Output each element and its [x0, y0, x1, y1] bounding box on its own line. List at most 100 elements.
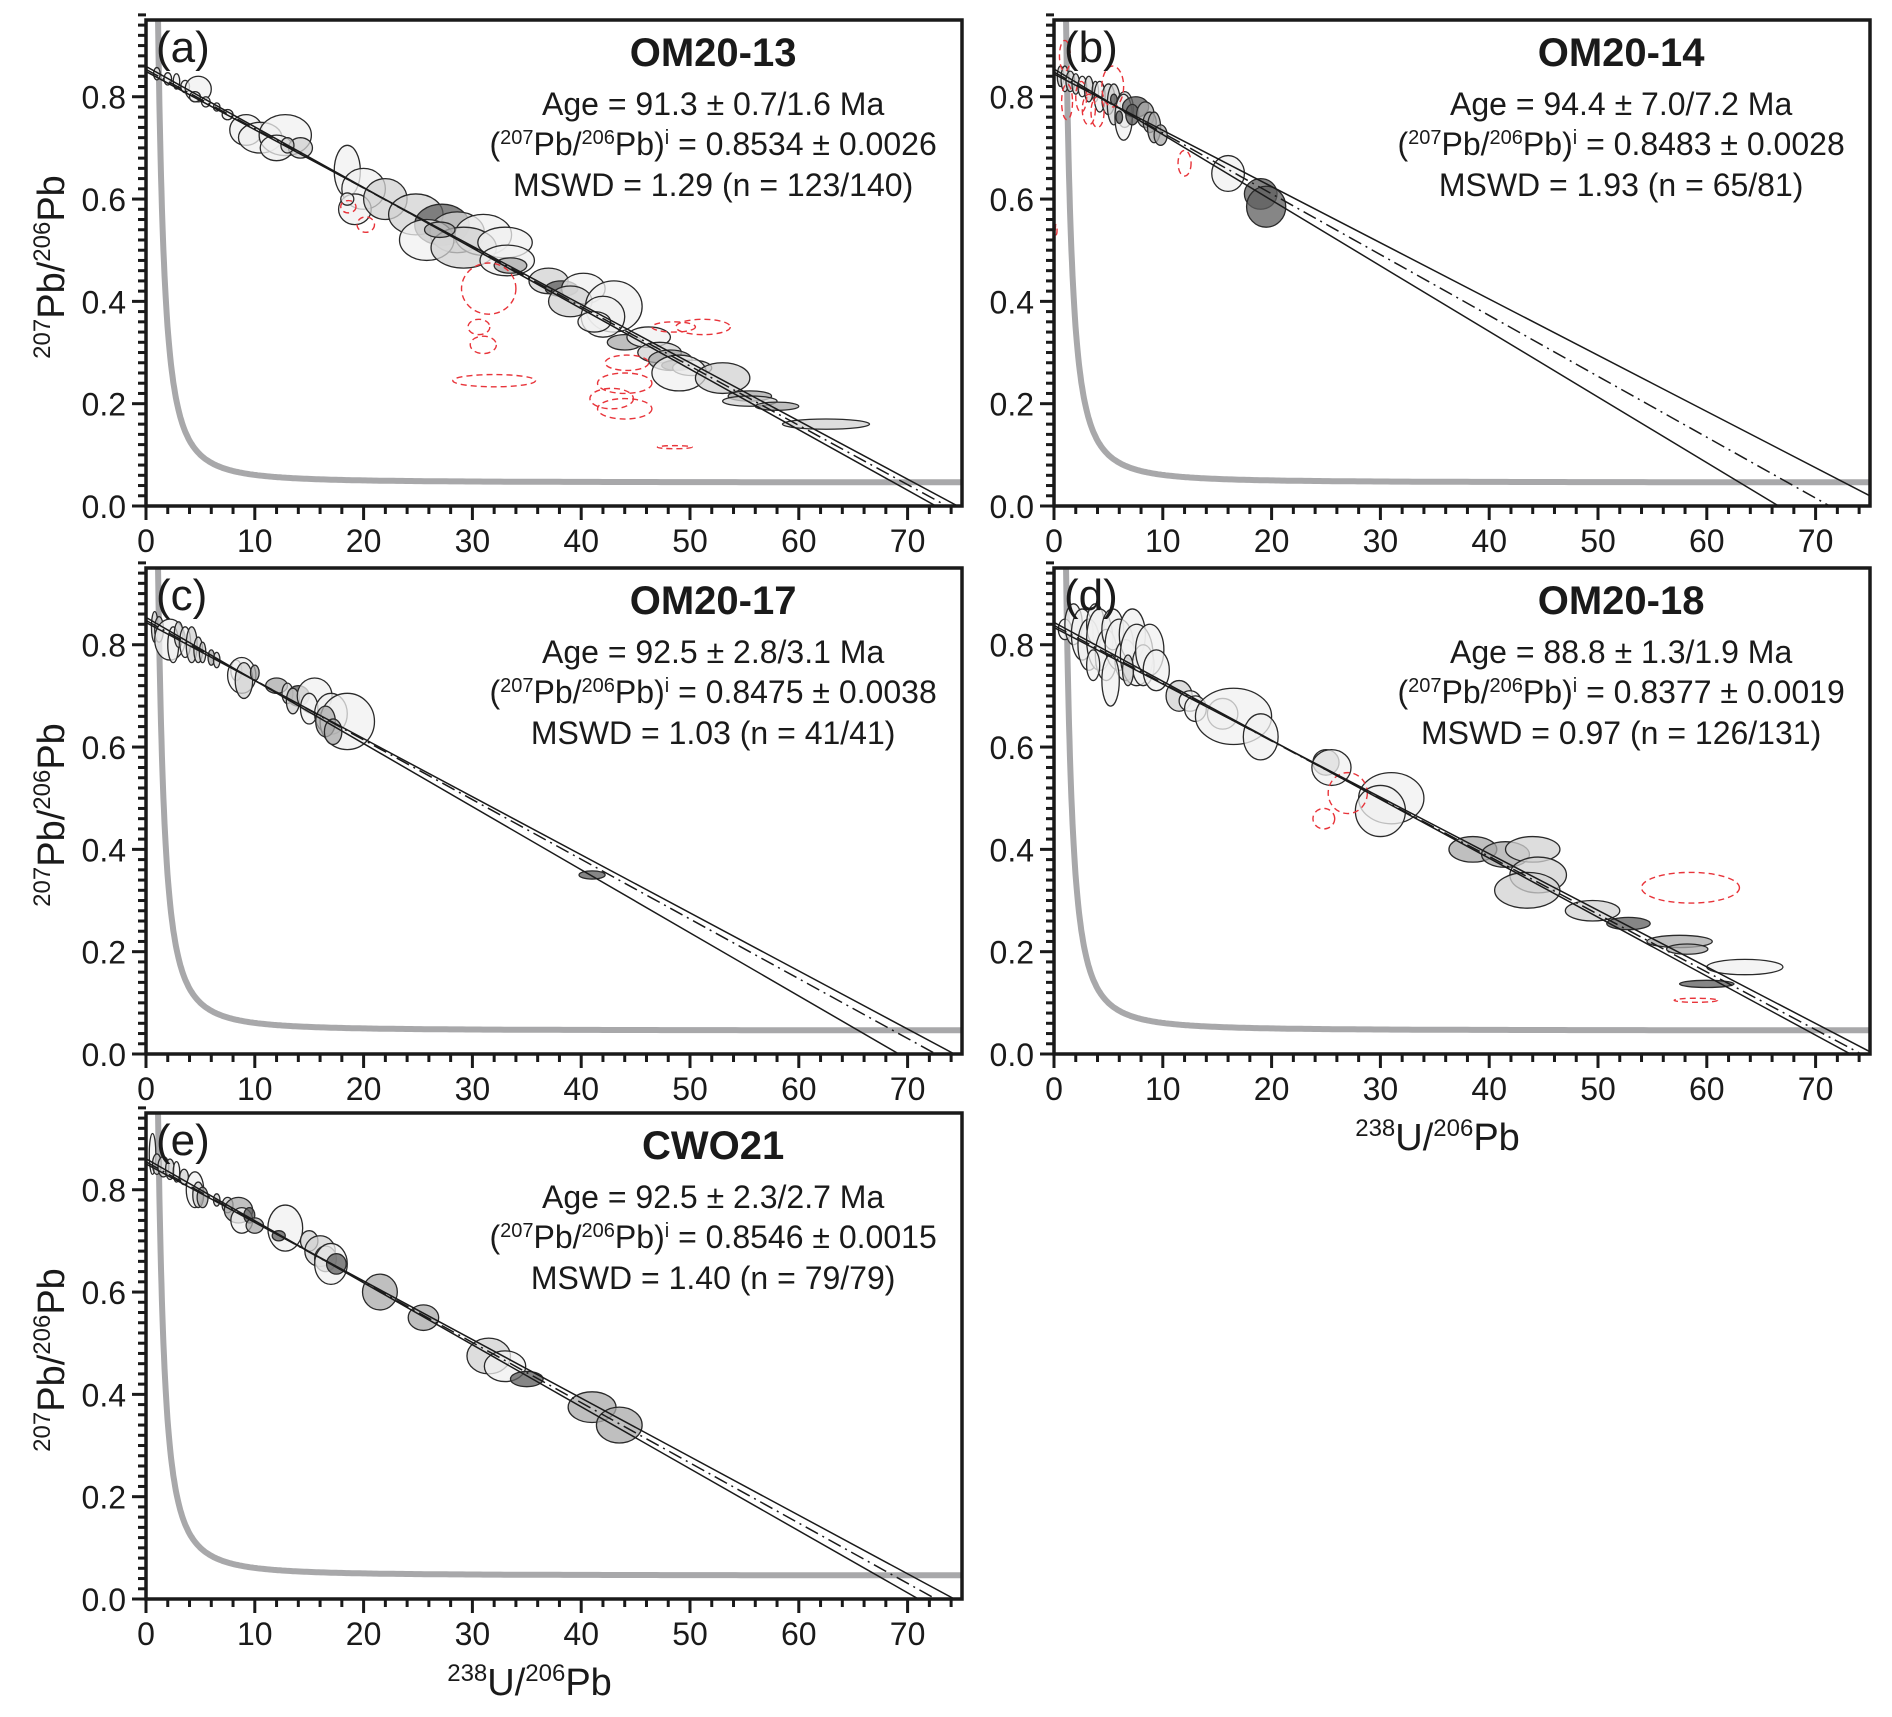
y-tick-label: 0.8: [990, 628, 1034, 664]
mswd-result: MSWD = 1.93 (n = 65/81): [1439, 167, 1804, 203]
mswd-result: MSWD = 0.97 (n = 126/131): [1421, 715, 1821, 751]
ratio-open-paren: (: [489, 126, 500, 162]
sample-name: CWO21: [642, 1124, 784, 1168]
y-tick-label: 0.8: [82, 1173, 126, 1209]
ratio-sup-i: i: [665, 675, 669, 697]
x-tick-label: 30: [1363, 523, 1399, 559]
ratio-value: = 0.8534 ± 0.0026: [669, 126, 937, 162]
rejected-ellipse: [604, 354, 650, 372]
x-tick-label: 60: [1689, 523, 1725, 559]
x-tick-label: 30: [455, 1616, 491, 1652]
y-tick-label: 0.4: [990, 284, 1034, 320]
discordia-envelope-upper: [146, 621, 955, 1054]
y-label-sup-206: 206: [29, 770, 56, 810]
panels-container: 0 10 20 30 40 50 60 700.00.20.40.60.8207Pb/206P…: [29, 13, 1872, 1704]
y-axis-label: 207Pb/206Pb: [29, 175, 73, 359]
y-label-sup-206: 206: [29, 222, 56, 262]
y-label-sup-207: 207: [29, 1412, 56, 1452]
x-label-main: U/: [1395, 1117, 1433, 1159]
rejected-ellipse: [452, 373, 537, 388]
ratio-sup-i: i: [665, 1220, 669, 1242]
x-tick-label: 60: [781, 523, 817, 559]
y-label-main2: Pb: [31, 723, 73, 769]
discordia-envelope-upper: [1054, 626, 1870, 1053]
x-tick-label: 0: [1045, 1071, 1063, 1107]
y-tick-label: 0.8: [990, 80, 1034, 116]
error-ellipse: [509, 1370, 544, 1388]
x-axis-label: 238U/206Pb: [447, 1660, 612, 1704]
y-tick-label: 0.6: [82, 730, 126, 766]
ratio-value: = 0.8377 ± 0.0019: [1577, 674, 1845, 710]
x-tick-label: 70: [1798, 523, 1834, 559]
y-tick-label: 0.0: [82, 1037, 126, 1073]
age-result: Age = 92.5 ± 2.8/3.1 Ma: [542, 634, 884, 670]
plot-area: [1054, 568, 1870, 1054]
x-tick-label: 20: [346, 523, 382, 559]
ratio-pb-slash: Pb/: [1442, 674, 1490, 710]
rejected-ellipse: [356, 216, 376, 234]
error-ellipse: [1245, 185, 1287, 228]
y-tick-label: 0.2: [990, 935, 1034, 971]
rejected-ellipse: [1075, 80, 1088, 113]
x-tick-label: 30: [455, 523, 491, 559]
rejected-ellipse: [467, 318, 491, 336]
y-tick-label: 0.4: [990, 832, 1034, 868]
initial-ratio: (207Pb/206Pb)i = 0.8546 ± 0.0015: [489, 1219, 936, 1255]
y-label-sup-207: 207: [29, 867, 56, 907]
error-ellipse: [1242, 713, 1279, 761]
x-tick-label: 10: [1145, 1071, 1181, 1107]
discordia-envelope-lower: [1054, 68, 1779, 506]
panel-b: 0 10 20 30 40 50 60 70 0.0 0.2 0.4 0.6 0.8 (b) OM20-14…: [990, 13, 1872, 559]
rejected-ellipse: [1058, 39, 1072, 72]
error-ellipse: [1101, 654, 1120, 707]
ratio-sup-206: 206: [582, 675, 615, 697]
mswd-result: MSWD = 1.40 (n = 79/79): [531, 1260, 896, 1296]
y-tick-label: 0.2: [82, 1480, 126, 1516]
ratio-sup-207: 207: [500, 675, 533, 697]
rejected-ellipse: [1312, 807, 1336, 830]
discordia-regression-line: [1054, 71, 1831, 506]
rejected-ellipse: [1327, 771, 1369, 815]
initial-ratio: (207Pb/206Pb)i = 0.8534 ± 0.0026: [489, 126, 936, 162]
rejected-ellipse: [1640, 871, 1741, 904]
y-tick-label: 0.4: [82, 284, 126, 320]
x-label-sup-238: 238: [447, 1660, 487, 1687]
ratio-pb-close: Pb): [615, 126, 665, 162]
x-tick-label: 20: [1254, 1071, 1290, 1107]
ratio-sup-i: i: [1573, 675, 1577, 697]
ratio-sup-i: i: [665, 127, 669, 149]
y-label-main: Pb/: [31, 809, 73, 866]
y-label-sup-207: 207: [29, 319, 56, 359]
panel-label: (b): [1064, 23, 1118, 72]
concordia-curve: [1063, 568, 1870, 1034]
y-label-main: Pb/: [31, 261, 73, 318]
error-ellipse: [1678, 979, 1735, 989]
ratio-open-paren: (: [1397, 674, 1408, 710]
y-tick-label: 0.4: [82, 1377, 126, 1413]
error-ellipse: [578, 870, 606, 880]
x-tick-label: 20: [346, 1616, 382, 1652]
ratio-sup-206: 206: [1490, 675, 1523, 697]
plot-area: [146, 20, 962, 506]
error-ellipse: [595, 1406, 643, 1444]
y-tick-label: 0.6: [990, 730, 1034, 766]
discordia-regression-line: [146, 1161, 937, 1599]
error-ellipse: [694, 362, 751, 395]
initial-ratio: (207Pb/206Pb)i = 0.8377 ± 0.0019: [1397, 674, 1844, 710]
panel-d: 0 10 20 30 40 50 60 700.00.20.40.60.8238U/206Pb…: [990, 561, 1872, 1159]
rejected-ellipse: [656, 444, 693, 450]
x-tick-label: 40: [1471, 523, 1507, 559]
x-tick-label: 70: [890, 523, 926, 559]
x-tick-label: 40: [563, 1616, 599, 1652]
x-tick-label: 40: [563, 523, 599, 559]
x-tick-label: 70: [1798, 1071, 1834, 1107]
y-tick-label: 0.6: [82, 182, 126, 218]
error-ellipse: [1115, 110, 1124, 124]
ratio-pb-close: Pb): [1523, 674, 1573, 710]
x-tick-label: 10: [237, 1071, 273, 1107]
age-result: Age = 91.3 ± 0.7/1.6 Ma: [542, 86, 884, 122]
x-tick-label: 50: [672, 1616, 708, 1652]
x-tick-label: 10: [237, 1616, 273, 1652]
ratio-open-paren: (: [1397, 126, 1408, 162]
